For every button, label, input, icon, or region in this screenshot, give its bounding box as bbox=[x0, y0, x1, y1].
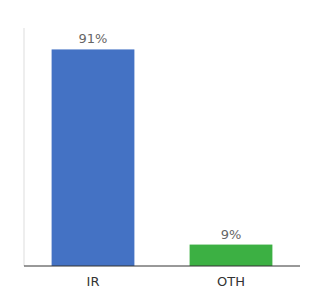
chart-svg: 91% 9% IR OTH bbox=[0, 0, 320, 300]
data-label: 9% bbox=[221, 227, 242, 242]
data-labels: 91% 9% bbox=[79, 31, 242, 241]
x-tick-label: OTH bbox=[217, 274, 245, 289]
x-axis-line bbox=[24, 266, 300, 267]
chart-container: 91% 9% IR OTH bbox=[0, 0, 320, 300]
x-tick-label: IR bbox=[87, 274, 100, 289]
y-axis-line bbox=[24, 28, 25, 266]
bar bbox=[52, 49, 135, 266]
data-label: 91% bbox=[79, 31, 108, 46]
bars bbox=[52, 49, 273, 266]
bar bbox=[190, 245, 273, 266]
